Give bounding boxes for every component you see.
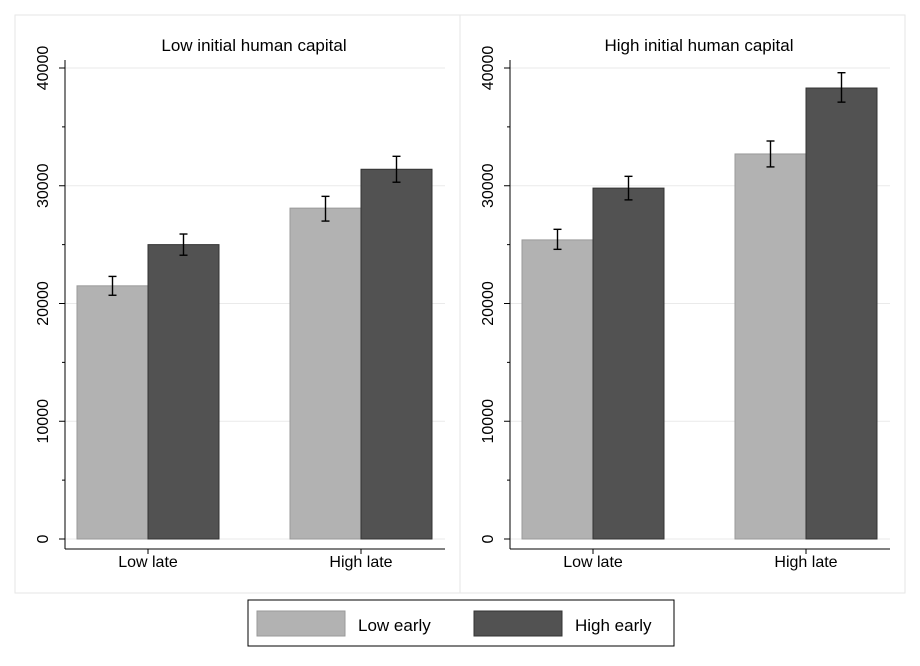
x-tick-label: High late [774, 554, 837, 571]
y-tick-label: 40000 [480, 46, 497, 91]
y-tick-label: 30000 [480, 163, 497, 208]
bar [521, 239, 594, 540]
y-tick-label: 0 [35, 534, 52, 543]
y-tick-label: 10000 [35, 399, 52, 444]
bar [76, 285, 149, 540]
bar [147, 244, 220, 540]
y-tick-label: 10000 [480, 399, 497, 444]
legend-swatch-low-early [256, 610, 346, 637]
legend: Low early High early [247, 599, 675, 647]
panel-title-left: Low initial human capital [161, 36, 346, 55]
bar [289, 207, 362, 540]
y-tick-label: 20000 [480, 281, 497, 326]
bar [734, 153, 807, 540]
legend-label-high-early: High early [575, 616, 652, 635]
legend-swatch-high-early [473, 610, 563, 637]
x-tick-label: Low late [563, 554, 623, 571]
bar [592, 187, 665, 540]
bar [805, 87, 878, 540]
x-tick-label: Low late [118, 554, 178, 571]
panel-title-right: High initial human capital [605, 36, 794, 55]
legend-label-low-early: Low early [358, 616, 431, 635]
x-tick-label: High late [329, 554, 392, 571]
plot-area-left: 0 10000 20000 30000 40000 Low late High late [35, 46, 445, 571]
y-tick-label: 20000 [35, 281, 52, 326]
bar [360, 168, 433, 540]
y-tick-label: 30000 [35, 163, 52, 208]
y-tick-label: 0 [480, 534, 497, 543]
y-tick-label: 40000 [35, 46, 52, 91]
plot-area-right: 0 10000 20000 30000 40000 Low late High late [480, 46, 890, 571]
